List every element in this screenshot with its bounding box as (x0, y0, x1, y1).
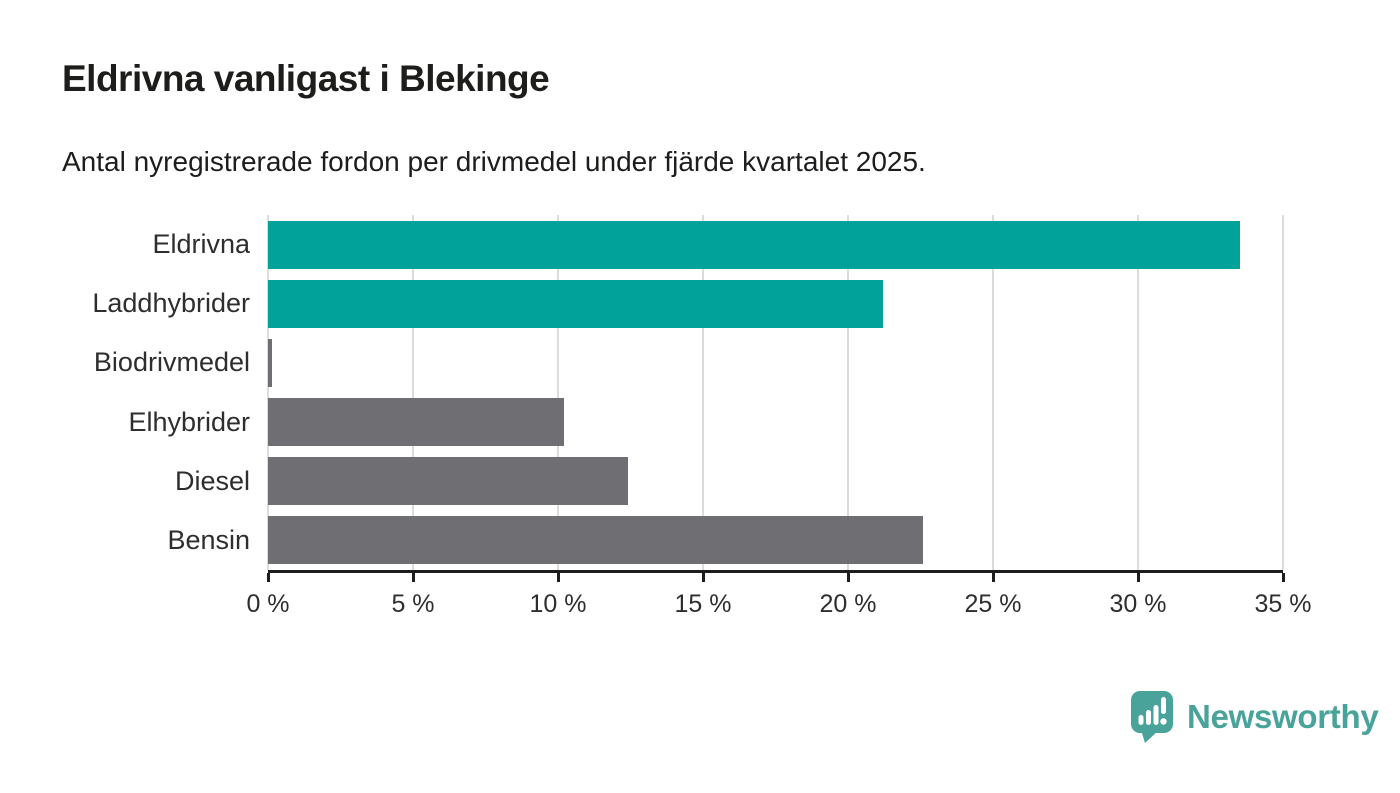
gridline-30 (1137, 215, 1139, 570)
category-label-diesel: Diesel (174, 465, 250, 496)
bar-bensin (268, 516, 924, 565)
newsworthy-logo: Newsworthy (1130, 688, 1379, 746)
x-tick-label-20: 20 % (819, 590, 877, 618)
x-tick-label-15: 15 % (674, 590, 732, 618)
newsworthy-icon (1131, 691, 1173, 743)
chart-subtitle: Antal nyregistrerade fordon per drivmede… (62, 146, 926, 177)
bar-eldrivna (268, 220, 1240, 269)
x-tick-10 (556, 573, 560, 582)
x-tick-label-25: 25 % (964, 590, 1022, 618)
category-label-elhybrider: Elhybrider (128, 406, 250, 437)
x-tick-label-10: 10 % (529, 590, 587, 618)
x-tick-label-30: 30 % (1109, 590, 1167, 618)
x-tick-35 (1281, 573, 1285, 582)
category-axis: Eldrivna Laddhybrider Biodrivmedel Elhybrid… (0, 215, 250, 570)
x-tick-25 (991, 573, 995, 582)
x-tick-0 (266, 573, 270, 582)
gridline-10 (557, 215, 559, 570)
gridline-35 (1282, 215, 1284, 570)
category-label-laddhybrider: Laddhybrider (92, 288, 250, 319)
x-tick-20 (846, 573, 850, 582)
category-label-biodrivmedel: Biodrivmedel (93, 347, 250, 378)
plot-area: 0 % 5 % 10 % 15 % 20 % 25 % 30 % 35 % (246, 215, 1311, 618)
bar-diesel (268, 457, 628, 506)
x-tick-5 (411, 573, 415, 582)
x-tick-label-35: 35 % (1254, 590, 1312, 618)
gridline-5 (412, 215, 414, 570)
newsworthy-wordmark: Newsworthy (1187, 698, 1379, 735)
x-tick-15 (701, 573, 705, 582)
bar-biodrivmedel (268, 338, 273, 387)
gridline-0 (267, 215, 269, 570)
x-tick-label-0: 0 % (246, 590, 290, 618)
gridline-25 (992, 215, 994, 570)
chart-title: Eldrivna vanligast i Blekinge (62, 58, 550, 99)
bar-elhybrider (268, 398, 564, 447)
bar-chart: Eldrivna Laddhybrider Biodrivmedel Elhybrid… (0, 215, 1400, 635)
category-label-bensin: Bensin (167, 524, 250, 555)
category-label-eldrivna: Eldrivna (152, 229, 250, 260)
x-tick-30 (1136, 573, 1140, 582)
gridline-15 (702, 215, 704, 570)
bar-laddhybrider (268, 279, 883, 328)
x-tick-label-5: 5 % (391, 590, 435, 618)
gridline-20 (847, 215, 849, 570)
